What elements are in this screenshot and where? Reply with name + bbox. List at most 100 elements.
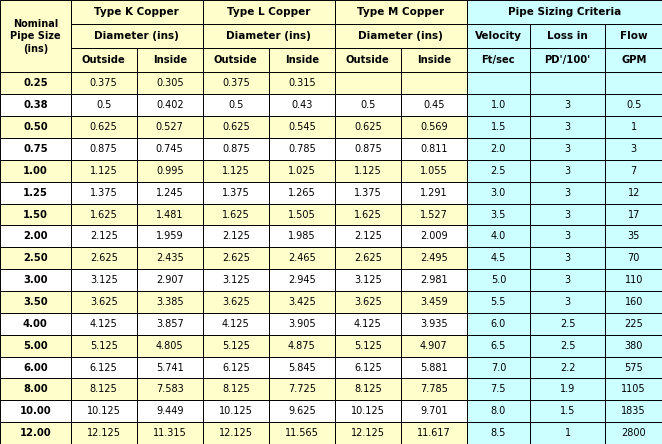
Text: 3.625: 3.625 [222, 297, 250, 307]
Text: 0.43: 0.43 [291, 100, 312, 110]
Text: 575: 575 [624, 362, 643, 373]
Bar [137, 357, 203, 378]
Bar [137, 422, 203, 444]
Text: 0.38: 0.38 [23, 100, 48, 110]
Bar [71, 335, 137, 357]
Text: 1.959: 1.959 [156, 231, 183, 242]
Bar [269, 204, 335, 226]
Bar [0, 94, 71, 116]
Text: 5.125: 5.125 [354, 341, 382, 351]
Text: 1.527: 1.527 [420, 210, 448, 219]
Text: 4.125: 4.125 [222, 319, 250, 329]
Text: 3: 3 [565, 297, 571, 307]
Bar [606, 160, 662, 182]
Text: Type M Copper: Type M Copper [357, 7, 444, 17]
Text: 3.857: 3.857 [156, 319, 183, 329]
Text: 6.125: 6.125 [354, 362, 382, 373]
Text: 1105: 1105 [622, 385, 646, 394]
Text: 3: 3 [565, 231, 571, 242]
Bar [530, 48, 606, 72]
Text: 4.5: 4.5 [491, 253, 506, 263]
Text: 2.0: 2.0 [491, 144, 506, 154]
Bar [335, 357, 401, 378]
Bar [335, 94, 401, 116]
Text: 5.741: 5.741 [156, 362, 183, 373]
Bar [0, 291, 71, 313]
Text: 0.315: 0.315 [288, 79, 316, 88]
Text: 1.125: 1.125 [354, 166, 382, 176]
Bar [401, 400, 467, 422]
Text: 1.5: 1.5 [560, 406, 575, 416]
Bar [606, 116, 662, 138]
Bar [530, 138, 606, 160]
Text: 3.385: 3.385 [156, 297, 183, 307]
Text: 5.881: 5.881 [420, 362, 448, 373]
Bar [467, 378, 530, 400]
Bar [71, 422, 137, 444]
Text: 2.465: 2.465 [288, 253, 316, 263]
Bar [203, 291, 269, 313]
Text: 6.0: 6.0 [491, 319, 506, 329]
Text: Outside: Outside [346, 56, 390, 65]
Text: 8.5: 8.5 [491, 428, 506, 438]
Bar [203, 269, 269, 291]
Text: 1.50: 1.50 [23, 210, 48, 219]
Text: 4.125: 4.125 [90, 319, 118, 329]
Bar [137, 226, 203, 247]
Text: 3.125: 3.125 [90, 275, 118, 285]
Bar [0, 357, 71, 378]
Text: 110: 110 [624, 275, 643, 285]
Text: 0.625: 0.625 [354, 122, 382, 132]
Text: Velocity: Velocity [475, 31, 522, 41]
Text: 0.402: 0.402 [156, 100, 183, 110]
Text: 1.625: 1.625 [354, 210, 382, 219]
Text: 3.0: 3.0 [491, 188, 506, 198]
Bar [606, 72, 662, 94]
Bar [137, 247, 203, 269]
Bar [203, 182, 269, 204]
Bar [335, 291, 401, 313]
Bar [467, 226, 530, 247]
Bar [530, 116, 606, 138]
Bar [335, 226, 401, 247]
Text: 12.125: 12.125 [218, 428, 253, 438]
Bar [401, 182, 467, 204]
Text: 8.00: 8.00 [23, 385, 48, 394]
Bar [335, 116, 401, 138]
Bar [606, 400, 662, 422]
Text: 0.25: 0.25 [23, 79, 48, 88]
Bar [467, 138, 530, 160]
Text: 6.125: 6.125 [90, 362, 118, 373]
Text: 2800: 2800 [622, 428, 646, 438]
Bar [606, 247, 662, 269]
Text: 1.291: 1.291 [420, 188, 448, 198]
Text: 1.481: 1.481 [156, 210, 183, 219]
Text: 12: 12 [628, 188, 640, 198]
Bar [71, 72, 137, 94]
Bar [606, 94, 662, 116]
Bar [0, 226, 71, 247]
Bar [269, 226, 335, 247]
Text: 0.785: 0.785 [288, 144, 316, 154]
Bar [269, 335, 335, 357]
Text: 1.375: 1.375 [222, 188, 250, 198]
Text: 17: 17 [628, 210, 640, 219]
Text: 12.00: 12.00 [20, 428, 51, 438]
Bar [71, 378, 137, 400]
Text: 11.617: 11.617 [417, 428, 451, 438]
Bar [137, 138, 203, 160]
Bar [530, 226, 606, 247]
Text: Nominal
Pipe Size
(ins): Nominal Pipe Size (ins) [10, 19, 61, 54]
Text: 3: 3 [565, 188, 571, 198]
Bar [530, 24, 606, 48]
Text: 0.527: 0.527 [156, 122, 183, 132]
Text: 1.5: 1.5 [491, 122, 506, 132]
Bar [530, 94, 606, 116]
Bar [137, 72, 203, 94]
Text: 1.055: 1.055 [420, 166, 448, 176]
Text: 225: 225 [624, 319, 643, 329]
Bar [401, 291, 467, 313]
Text: 2.5: 2.5 [560, 319, 575, 329]
Bar [71, 247, 137, 269]
Bar [203, 138, 269, 160]
